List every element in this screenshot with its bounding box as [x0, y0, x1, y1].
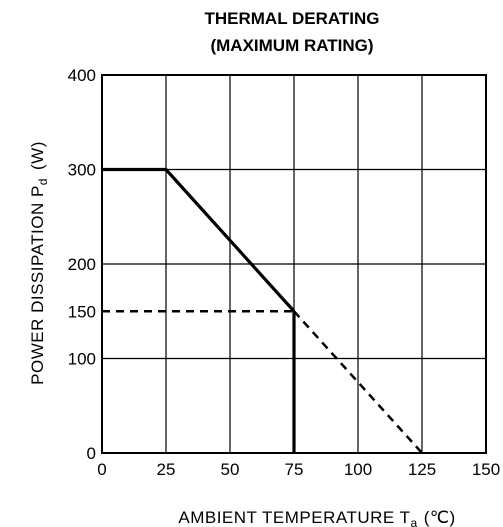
y-tick-label: 400 [68, 66, 96, 85]
y-axis-label-main: POWER DISSIPATION P [28, 185, 47, 385]
x-axis-label-sub: a [411, 516, 418, 527]
x-tick-label: 125 [408, 460, 436, 479]
tick-labels: 0 25 50 75 100 125 150 0 100 150 200 300 400 [68, 66, 501, 479]
x-axis-label-unit: (℃) [424, 508, 456, 527]
x-tick-label: 25 [157, 460, 176, 479]
x-tick-label: 50 [221, 460, 240, 479]
y-axis-label-unit: (W) [28, 141, 47, 170]
y-axis-label-sub: d [36, 178, 50, 185]
y-tick-label: 150 [68, 302, 96, 321]
chart-title-line2: (MAXIMUM RATING) [210, 36, 373, 55]
y-tick-label: 200 [68, 255, 96, 274]
x-tick-label: 150 [472, 460, 500, 479]
x-axis-label-main: AMBIENT TEMPERATURE T [178, 508, 410, 527]
x-axis-label: AMBIENT TEMPERATURE Ta (℃) [178, 508, 455, 527]
plot-frame [101, 74, 487, 454]
y-tick-label: 300 [68, 161, 96, 180]
x-tick-label: 100 [344, 460, 372, 479]
plot-series [102, 167, 423, 454]
y-axis-label: POWER DISSIPATION Pd (W) [28, 141, 50, 385]
y-tick-label: 0 [87, 444, 96, 463]
x-tick-label: 75 [285, 460, 304, 479]
chart-title-line1: THERMAL DERATING [204, 9, 379, 28]
x-tick-label: 0 [97, 460, 106, 479]
dashed-derating-line [293, 310, 423, 454]
y-tick-label: 100 [68, 350, 96, 369]
derating-curve [102, 167, 296, 313]
